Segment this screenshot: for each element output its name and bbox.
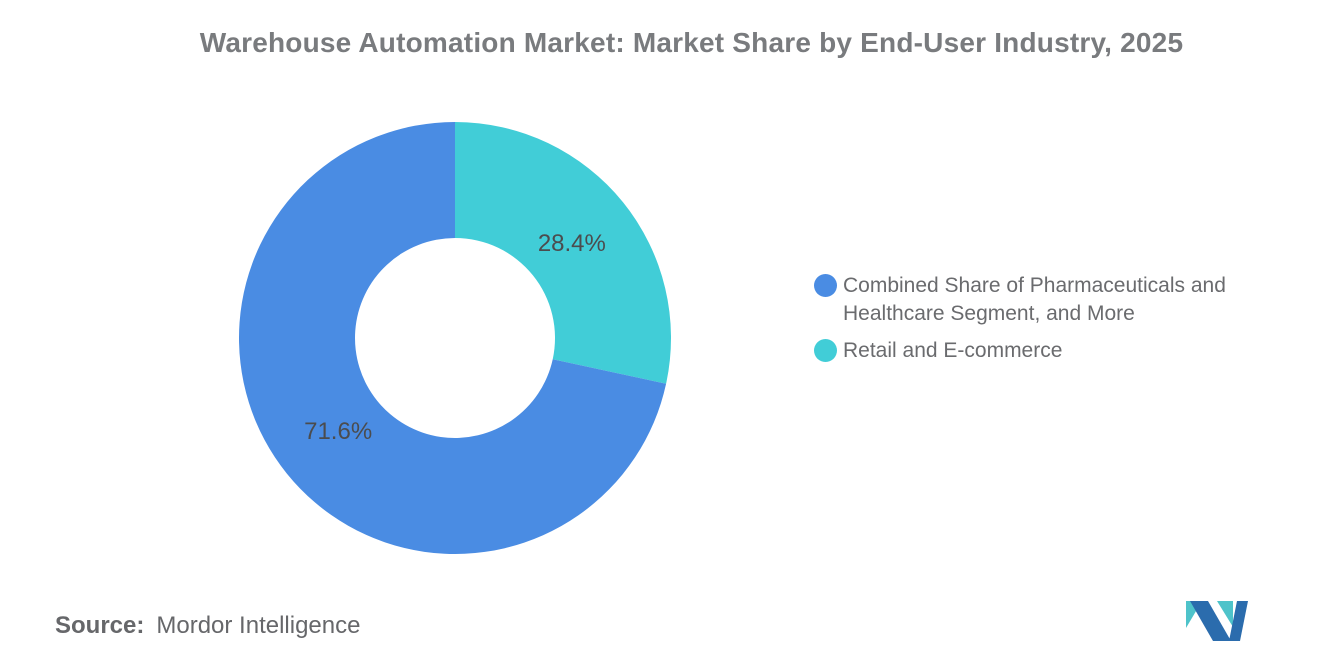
legend-swatch-retail-ecommerce[interactable] (814, 339, 837, 362)
source-label: Source: (55, 612, 145, 639)
logo-right-teal-triangle (1217, 601, 1233, 627)
slice-label: 71.6% (304, 418, 373, 446)
donut-chart: 28.4% 71.6% (239, 122, 671, 554)
donut-chart-svg (239, 122, 671, 554)
logo-right-leg (1229, 601, 1248, 641)
donut-slice[interactable] (455, 122, 671, 384)
legend: Combined Share of Pharmaceuticals and He… (814, 272, 1263, 365)
legend-item-retail-ecommerce[interactable]: Retail and E-commerce (814, 337, 1263, 365)
legend-label-retail-ecommerce: Retail and E-commerce (843, 339, 1063, 362)
donut-slice[interactable] (239, 122, 667, 554)
mordor-intelligence-logo (1186, 600, 1250, 642)
source-line: Source: Mordor Intelligence (55, 612, 360, 640)
legend-item-pharma-healthcare[interactable]: Combined Share of Pharmaceuticals and He… (814, 272, 1263, 328)
chart-title: Warehouse Automation Market: Market Shar… (199, 27, 1184, 58)
legend-label-pharma-healthcare: Combined Share of Pharmaceuticals and He… (843, 274, 1226, 325)
mordor-logo-m-icon (1186, 601, 1248, 641)
logo-main-diagonal (1190, 601, 1231, 641)
slice-label: 28.4% (537, 229, 606, 257)
legend-swatch-pharma-healthcare[interactable] (814, 274, 837, 297)
source-value: Mordor Intelligence (156, 612, 361, 639)
